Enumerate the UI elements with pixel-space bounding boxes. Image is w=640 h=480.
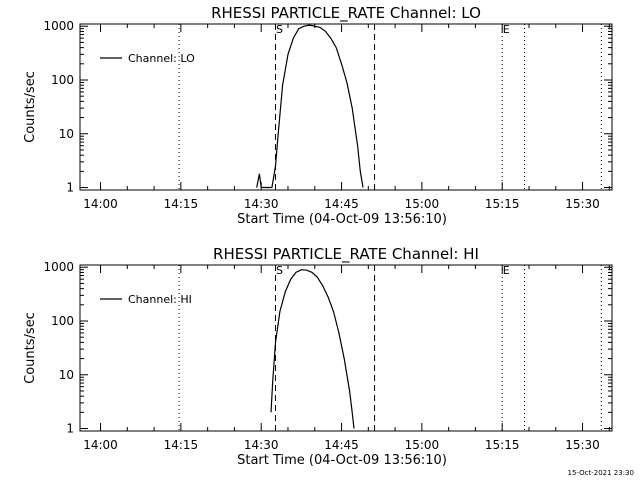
x-axis-label: Start Time (04-Oct-09 13:56:10) — [237, 453, 447, 468]
legend-entry: Channel: LO — [128, 52, 195, 65]
x-tick-label: 14:00 — [83, 438, 118, 452]
x-tick-label: 15:00 — [405, 438, 440, 452]
x-axis-label: Start Time (04-Oct-09 13:56:10) — [237, 212, 447, 227]
marker-label: S — [276, 264, 283, 277]
marker-label: E — [503, 23, 510, 36]
chart-panel-2 — [79, 264, 613, 432]
x-tick-label: 15:15 — [485, 197, 520, 211]
y-tick-label: 100 — [51, 73, 74, 87]
plot-frame — [79, 23, 613, 191]
y-tick-label: 10 — [59, 368, 74, 382]
y-axis-label: Counts/sec — [23, 71, 38, 143]
y-tick-label: 10 — [59, 127, 74, 141]
chart-title: RHESSI PARTICLE_RATE Channel: LO — [211, 4, 481, 23]
marker-label: E — [503, 264, 510, 277]
x-tick-label: 14:30 — [244, 438, 279, 452]
x-tick-label: 14:45 — [324, 438, 359, 452]
y-axis-label: Counts/sec — [23, 312, 38, 384]
timestamp-stamp: 15-Oct-2021 23:30 — [567, 469, 634, 477]
x-tick-label: 15:30 — [565, 197, 600, 211]
chart-title: RHESSI PARTICLE_RATE Channel: HI — [213, 245, 479, 264]
y-tick-label: 1000 — [43, 19, 74, 33]
x-tick-label: 14:15 — [164, 197, 199, 211]
marker-label: S — [276, 23, 283, 36]
chart-panel-1 — [79, 23, 613, 191]
plot-frame — [79, 264, 613, 432]
series-line — [256, 24, 364, 189]
x-tick-label: 14:30 — [244, 197, 279, 211]
x-tick-label: 14:45 — [324, 197, 359, 211]
y-tick-label: 1000 — [43, 260, 74, 274]
x-tick-label: 14:00 — [83, 197, 118, 211]
y-tick-label: 1 — [66, 422, 74, 436]
legend-entry: Channel: HI — [128, 293, 192, 306]
series-line — [270, 269, 355, 429]
x-tick-label: 14:15 — [164, 438, 199, 452]
x-tick-label: 15:30 — [565, 438, 600, 452]
y-tick-label: 100 — [51, 314, 74, 328]
y-tick-label: 1 — [66, 181, 74, 195]
x-tick-label: 15:15 — [485, 438, 520, 452]
x-tick-label: 15:00 — [405, 197, 440, 211]
